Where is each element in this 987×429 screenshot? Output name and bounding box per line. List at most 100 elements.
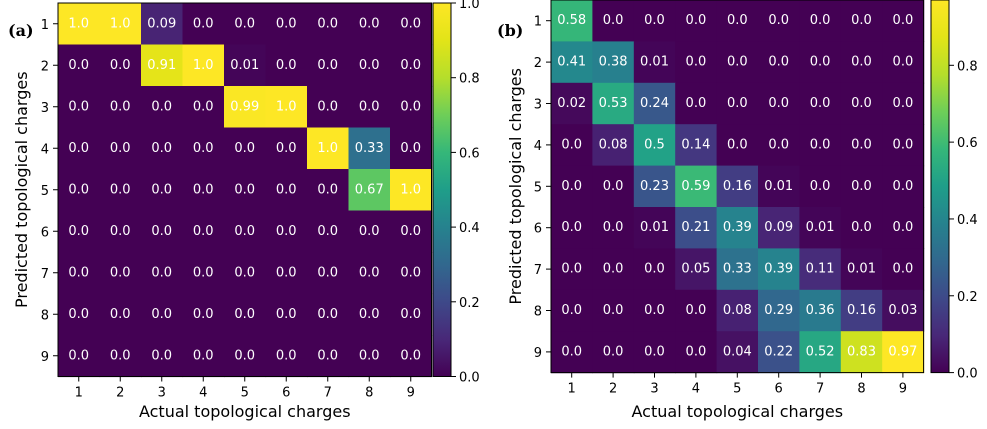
heatmap-cell xyxy=(716,82,759,125)
heatmap-cell xyxy=(758,41,800,84)
heatmap-cell xyxy=(182,252,225,295)
cell-value-label: 1.0 xyxy=(317,141,338,156)
y-tick-label: 1 xyxy=(41,18,49,33)
cell-value-label: 0.16 xyxy=(723,179,752,194)
x-tick-label: 9 xyxy=(407,386,415,401)
cell-value-label: 0.0 xyxy=(686,55,707,70)
cell-value-label: 0.29 xyxy=(764,303,793,318)
cell-value-label: 0.0 xyxy=(893,13,914,28)
heatmap-cell xyxy=(840,331,883,374)
cell-value-label: 0.0 xyxy=(727,13,748,28)
cell-value-label: 0.5 xyxy=(644,137,665,152)
y-tick-label: 5 xyxy=(41,184,49,199)
cell-value-label: 0.0 xyxy=(234,348,255,363)
cell-value-label: 0.0 xyxy=(68,182,89,197)
cell-value-label: 0.08 xyxy=(599,137,628,152)
heatmap-cell xyxy=(390,3,433,46)
cell-value-label: 0.21 xyxy=(681,220,710,235)
y-tick-label: 3 xyxy=(41,101,49,116)
cell-value-label: 0.0 xyxy=(561,303,582,318)
heatmap-cell xyxy=(882,82,925,125)
cell-value-label: 0.97 xyxy=(888,344,917,359)
heatmap-cell xyxy=(799,41,842,84)
heatmap-cell xyxy=(882,331,925,374)
heatmap-cell xyxy=(799,331,842,374)
heatmap-cell xyxy=(99,127,142,170)
cell-value-label: 0.01 xyxy=(847,262,876,277)
heatmap-cell xyxy=(224,127,267,170)
cell-value-label: 0.0 xyxy=(359,265,380,280)
heatmap-cell xyxy=(224,252,267,295)
cell-value-label: 0.01 xyxy=(640,220,669,235)
cell-value-label: 0.0 xyxy=(851,220,872,235)
heatmap-panel-a: 1.0 1.0 0.09 0.0 0.0 0.0 0.0 0.0 0.00.0 0.0 0.91 1.… xyxy=(8,0,480,421)
heatmap-cell xyxy=(592,165,635,208)
cell-value-label: 0.0 xyxy=(893,262,914,277)
colorbar-tick-label: 0.6 xyxy=(957,136,978,151)
heatmap-cell xyxy=(182,293,225,336)
heatmap-cell xyxy=(265,127,308,170)
cell-value-label: 0.0 xyxy=(193,182,214,197)
heatmap-cell xyxy=(840,0,883,42)
x-tick-label: 7 xyxy=(324,386,332,401)
heatmap-cell xyxy=(633,165,676,208)
heatmap-cell xyxy=(882,207,925,249)
cell-value-label: 0.0 xyxy=(151,141,172,156)
heatmap-cell xyxy=(265,3,308,46)
heatmap-cell xyxy=(840,165,883,208)
x-tick-label: 1 xyxy=(568,382,576,397)
heatmap-cell xyxy=(99,3,142,46)
heatmap-cell xyxy=(58,293,101,336)
colorbar-tick-label: 0.0 xyxy=(459,371,480,386)
heatmap-cell xyxy=(633,207,676,249)
cell-value-label: 0.0 xyxy=(603,220,624,235)
heatmap-cell xyxy=(390,293,433,336)
heatmap-cell xyxy=(99,210,142,253)
cell-value-label: 0.09 xyxy=(147,16,176,31)
cell-value-label: 0.0 xyxy=(234,224,255,239)
y-axis-label: Predicted topological charges xyxy=(12,71,31,308)
cell-value-label: 0.67 xyxy=(355,182,384,197)
x-tick-label: 5 xyxy=(733,382,741,397)
x-tick-label: 8 xyxy=(365,386,373,401)
cell-value-label: 0.0 xyxy=(359,348,380,363)
cell-value-label: 0.41 xyxy=(557,55,586,70)
cell-value-label: 0.33 xyxy=(355,141,384,156)
cell-value-label: 0.0 xyxy=(400,16,421,31)
cell-value-label: 0.08 xyxy=(723,303,752,318)
heatmap-cell xyxy=(551,124,593,167)
heatmap-cell xyxy=(799,124,842,167)
heatmap-cell xyxy=(716,207,759,249)
cell-value-label: 0.23 xyxy=(640,179,669,194)
cell-value-label: 0.0 xyxy=(68,58,89,73)
cell-value-label: 0.0 xyxy=(276,265,297,280)
cell-value-label: 0.0 xyxy=(644,13,665,28)
heatmap-cell xyxy=(307,252,350,295)
cell-value-label: 0.0 xyxy=(234,141,255,156)
cell-value-label: 0.0 xyxy=(68,224,89,239)
heatmap-cell xyxy=(58,86,101,129)
y-tick-label: 7 xyxy=(534,263,542,278)
cell-value-label: 0.0 xyxy=(234,265,255,280)
colorbar xyxy=(930,0,950,374)
heatmap-cell xyxy=(265,335,308,378)
cell-value-label: 0.59 xyxy=(681,179,710,194)
cell-value-label: 0.0 xyxy=(768,13,789,28)
cell-value-label: 0.0 xyxy=(893,55,914,70)
heatmap-cell xyxy=(348,169,391,212)
heatmap-cell xyxy=(551,207,593,249)
heatmap-cell xyxy=(633,248,676,291)
cell-value-label: 0.0 xyxy=(193,307,214,322)
cell-value-label: 0.05 xyxy=(681,262,710,277)
colorbar xyxy=(432,2,452,377)
heatmap-cell xyxy=(633,41,676,84)
cell-value-label: 0.0 xyxy=(193,348,214,363)
heatmap-cell xyxy=(390,86,433,129)
heatmap-cell xyxy=(716,41,759,84)
heatmap-cell xyxy=(58,127,101,170)
colorbar-tick-label: 0.6 xyxy=(459,146,480,161)
cell-value-label: 0.0 xyxy=(193,16,214,31)
y-tick-label: 4 xyxy=(41,142,49,157)
cell-value-label: 0.0 xyxy=(686,13,707,28)
cell-value-label: 1.0 xyxy=(68,16,89,31)
